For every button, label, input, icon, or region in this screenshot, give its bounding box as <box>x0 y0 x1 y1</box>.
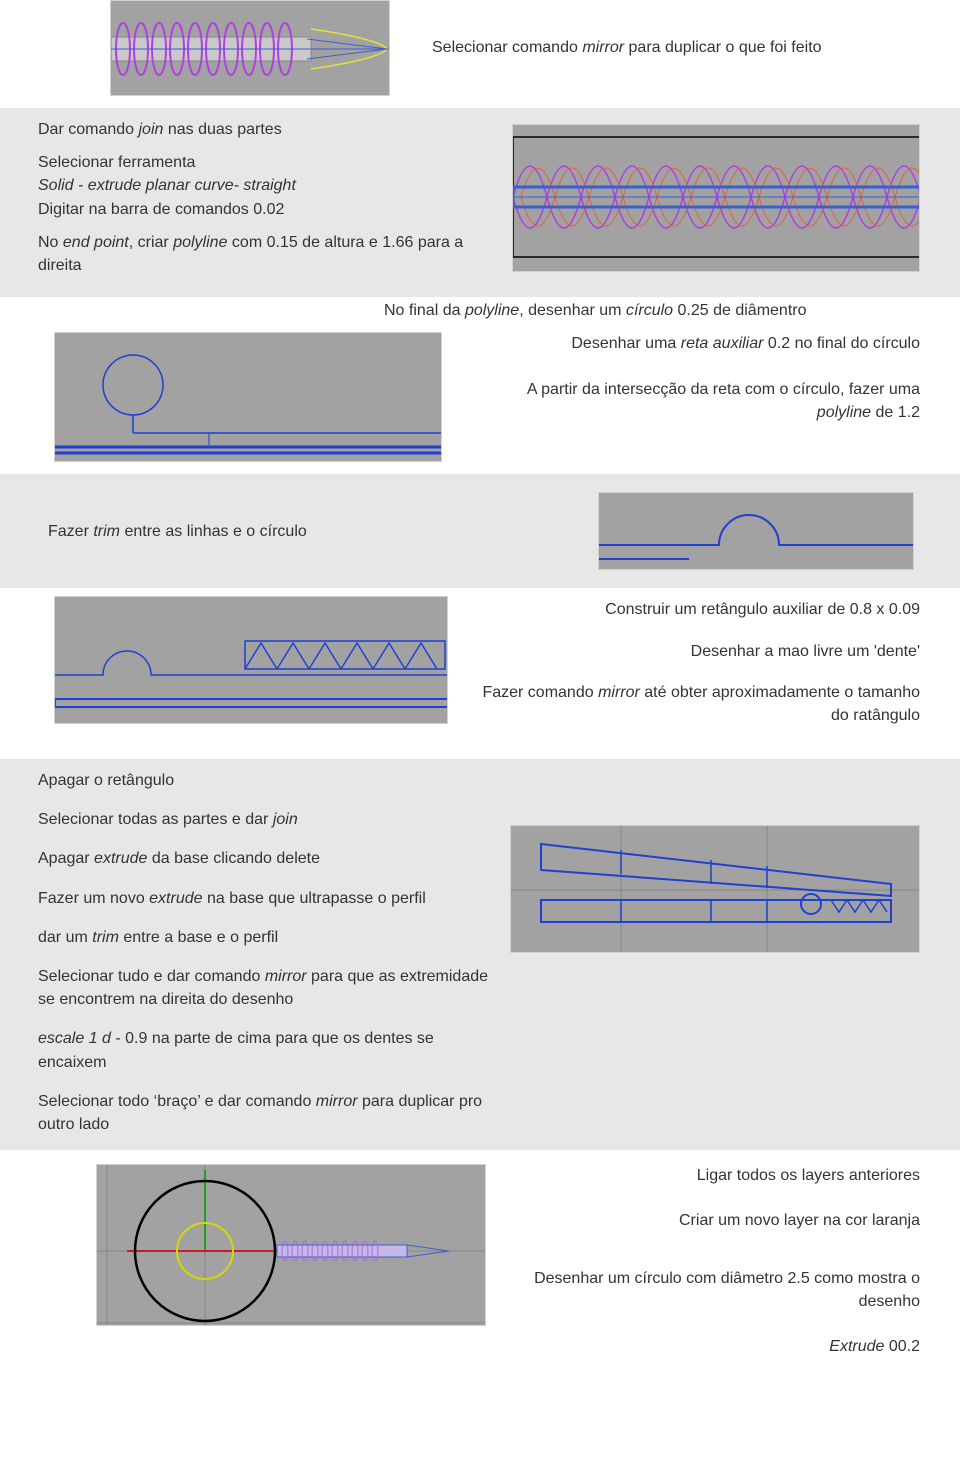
sec5-right: Construir um retângulo auxiliar de 0.8 x… <box>448 596 920 745</box>
sec6-l3: Apagar extrude da base clicando delete <box>38 847 490 870</box>
sec6-l6: Selecionar tudo e dar comando mirror par… <box>38 965 490 1011</box>
figure-waves <box>512 124 920 272</box>
figure-trim <box>598 492 914 570</box>
sec3-right: Desenhar uma reta auxiliar 0.2 no final … <box>442 332 920 446</box>
section-2: Dar comando join nas duas partes Selecio… <box>0 108 960 297</box>
sec4-line: Fazer trim entre as linhas e o círculo <box>48 520 598 543</box>
section-7: Ligar todos os layers anteriores Criar u… <box>0 1150 960 1478</box>
sec1-line: Selecionar comando mirror para duplicar … <box>432 36 920 59</box>
sec7-l2: Criar um novo layer na cor laranja <box>516 1209 920 1232</box>
sec6-l7: escale 1 d - 0.9 na parte de cima para q… <box>38 1027 490 1073</box>
section-1: Selecionar comando mirror para duplicar … <box>0 0 960 108</box>
sec5-line-3: Fazer comando mirror até obter aproximad… <box>478 681 920 727</box>
figure-circle-line <box>54 332 442 462</box>
sec6-l1: Apagar o retângulo <box>38 769 490 792</box>
sec4-text: Fazer trim entre as linhas e o círculo <box>48 520 598 543</box>
sec6-l5: dar um trim entre a base e o perfil <box>38 926 490 949</box>
sec2-left: Dar comando join nas duas partes Selecio… <box>38 118 512 287</box>
sec6-l2: Selecionar todas as partes e dar join <box>38 808 490 831</box>
midline: No final da polyline, desenhar um círcul… <box>0 297 960 328</box>
figure-teeth <box>54 596 448 724</box>
sec3-line-1: Desenhar uma reta auxiliar 0.2 no final … <box>472 332 920 355</box>
sec6-l8: Selecionar todo ‘braço’ e dar comando mi… <box>38 1090 490 1136</box>
sec2-line-3: Solid - extrude planar curve- straight <box>38 174 492 197</box>
figure-clothespin <box>510 825 920 953</box>
sec3-line-2: A partir da intersecção da reta com o cí… <box>472 378 920 424</box>
section-5: Construir um retângulo auxiliar de 0.8 x… <box>0 588 960 759</box>
section-3: Desenhar uma reta auxiliar 0.2 no final … <box>0 328 960 474</box>
sec2-line-5: No end point, criar polyline com 0.15 de… <box>38 231 492 277</box>
sec2-line-4: Digitar na barra de comandos 0.02 <box>38 198 492 221</box>
figure-screw-tip <box>110 0 390 96</box>
figure-layers-circle <box>96 1164 486 1326</box>
sec7-l3: Desenhar um círculo com diâmetro 2.5 com… <box>516 1267 920 1313</box>
section-6: Apagar o retângulo Selecionar todas as p… <box>0 759 960 1150</box>
sec1-text: Selecionar comando mirror para duplicar … <box>432 36 920 59</box>
sec5-line-2: Desenhar a mao livre um 'dente' <box>478 640 920 663</box>
midline-text: No final da polyline, desenhar um círcul… <box>384 299 920 322</box>
sec5-line-1: Construir um retângulo auxiliar de 0.8 x… <box>478 598 920 621</box>
sec2-line-2: Selecionar ferramenta <box>38 151 492 174</box>
sec2-line-1: Dar comando join nas duas partes <box>38 118 492 141</box>
sec7-l1: Ligar todos os layers anteriores <box>516 1164 920 1187</box>
section-4: Fazer trim entre as linhas e o círculo <box>0 474 960 588</box>
sec7-l4: Extrude 00.2 <box>516 1335 920 1358</box>
sec6-l4: Fazer um novo extrude na base que ultrap… <box>38 887 490 910</box>
sec6-left: Apagar o retângulo Selecionar todas as p… <box>38 769 510 1140</box>
